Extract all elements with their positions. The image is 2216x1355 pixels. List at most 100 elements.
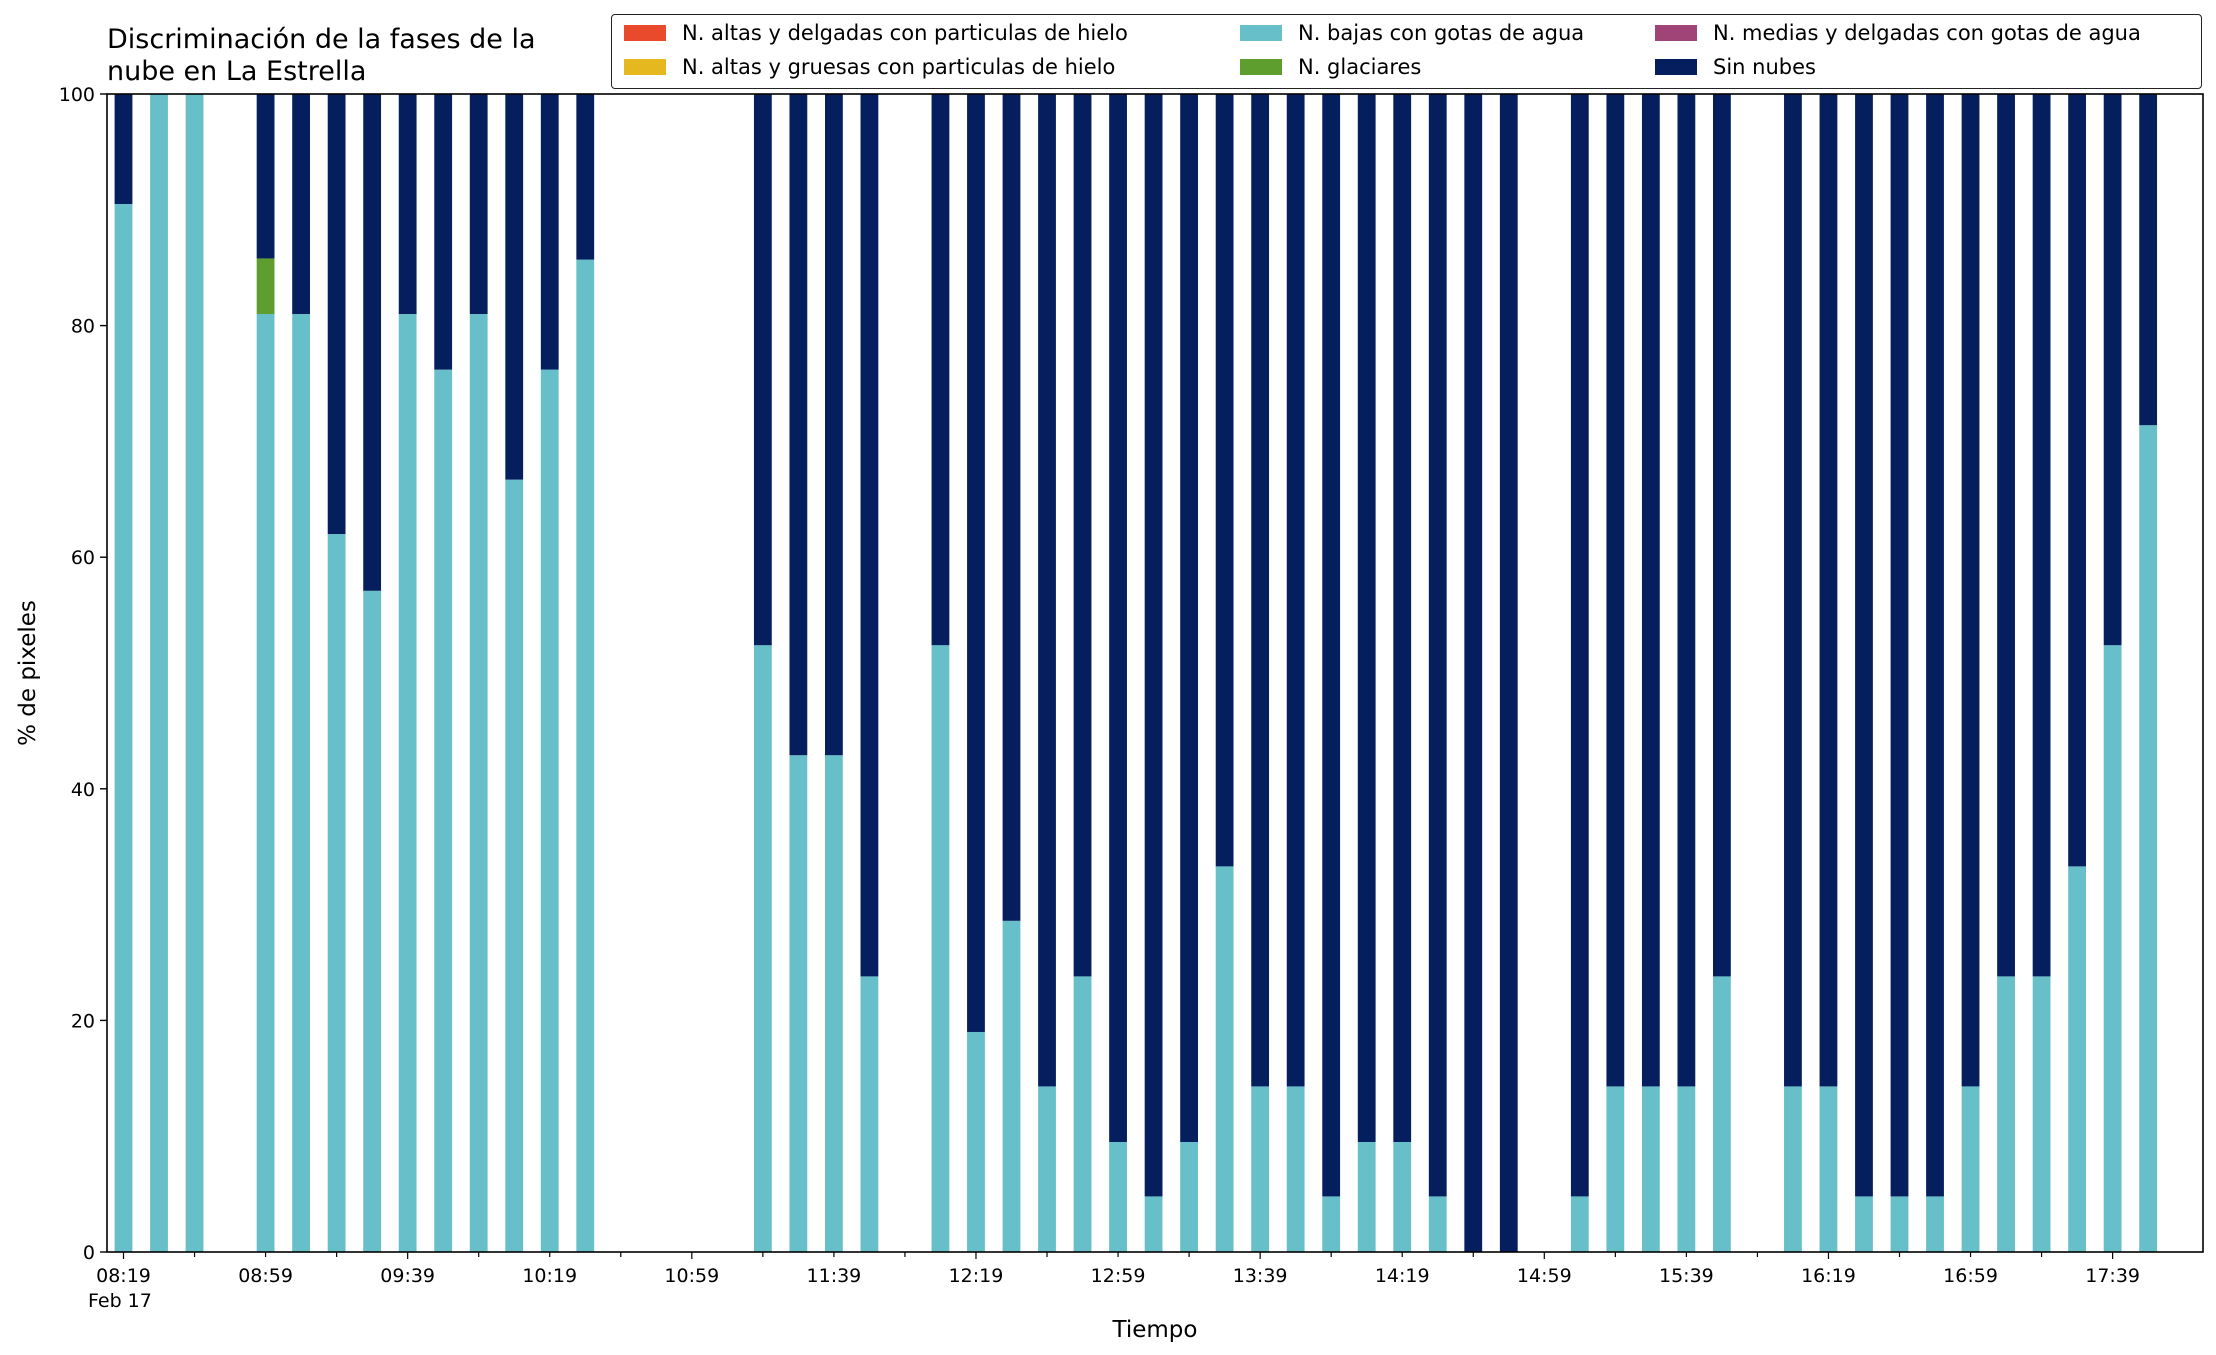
bar-segment (1606, 1086, 1625, 1252)
bar-segment (2032, 94, 2051, 977)
legend-label: N. altas y delgadas con particulas de hi… (682, 21, 1128, 45)
bar-segment (398, 314, 417, 1252)
legend-label: N. medias y delgadas con gotas de agua (1713, 21, 2141, 45)
y-tick-label: 40 (71, 779, 95, 801)
bar-segment (292, 94, 310, 315)
bar-segment (1002, 920, 1021, 1252)
bar-segment (114, 94, 133, 205)
legend-item: N. medias y delgadas con gotas de agua (1655, 21, 2141, 45)
bar-segment (1464, 94, 1483, 1252)
x-tick-label: 14:19 (1375, 1265, 1430, 1287)
y-axis-label: % de pixeles (15, 600, 41, 746)
bar-segment (967, 1031, 985, 1252)
bar-segment (469, 94, 488, 315)
x-tick-label: 13:39 (1233, 1265, 1288, 1287)
x-axis-label: Tiempo (1112, 1317, 1198, 1343)
bar-segment (1499, 94, 1518, 1252)
bar-segment (1784, 1086, 1802, 1252)
bar-segment (1713, 94, 1731, 977)
bar-segment (1109, 1141, 1127, 1252)
x-axis: 08:19 08:59 09:39 10:19 10:59 11:39 12:19 12:59… (96, 1252, 2140, 1287)
bar-segment (434, 94, 453, 370)
y-tick-label: 0 (83, 1242, 95, 1264)
legend-swatch (624, 59, 666, 75)
bar-segment (327, 94, 346, 535)
bar-segment (753, 94, 772, 646)
bar-segment (398, 94, 417, 315)
bar-segment (1357, 1141, 1376, 1252)
bar-segment (1215, 866, 1234, 1252)
x-tick-label: 16:19 (1801, 1265, 1856, 1287)
bar-segment (256, 94, 275, 259)
legend-item: Sin nubes (1655, 55, 1816, 79)
x-tick-label: 10:19 (522, 1265, 577, 1287)
bar-segment (1641, 1086, 1660, 1252)
bar-segment (1997, 94, 2015, 977)
bar-segment (1677, 1086, 1696, 1252)
bar-segment (1357, 94, 1376, 1142)
legend-swatch (1655, 25, 1697, 41)
chart-title-line-1: Discriminación de la fases de la (107, 24, 536, 55)
legend-label: N. bajas con gotas de agua (1298, 21, 1585, 45)
x-tick-label: 08:19 (96, 1265, 151, 1287)
chart-title-line-2: nube en La Estrella (107, 56, 367, 87)
bar-segment (1038, 94, 1056, 1087)
bar-segment (1073, 976, 1092, 1252)
x-tick-label: 08:59 (238, 1265, 293, 1287)
bar-segment (1322, 94, 1341, 1197)
bar-segment (789, 94, 808, 756)
bar-segment (2103, 645, 2122, 1252)
bar-segment (2068, 94, 2086, 867)
bar-segment (1002, 94, 1021, 921)
bar-segment (363, 94, 382, 591)
x-tick-label: 11:39 (807, 1265, 862, 1287)
y-tick-label: 60 (71, 547, 95, 569)
y-tick-label: 100 (59, 84, 95, 106)
bar-segment (505, 94, 524, 480)
bar-segment (1677, 94, 1696, 1087)
bar-segment (1393, 94, 1412, 1142)
bar-segment (1961, 94, 1980, 1087)
bar-segment (114, 204, 133, 1252)
bar-segment (1038, 1086, 1056, 1252)
bar-segment (1286, 1086, 1305, 1252)
bar-segment (1570, 94, 1589, 1197)
y-tick-label: 80 (71, 316, 95, 338)
bar-segment (185, 94, 204, 1252)
bar-segment (469, 314, 488, 1252)
bar-segment (1890, 94, 1909, 1197)
bar-segment (292, 314, 310, 1252)
legend-swatch (624, 25, 666, 41)
bar-segment (1251, 94, 1270, 1087)
bar-segment (753, 645, 772, 1252)
bar-segment (2032, 976, 2051, 1252)
bar-segment (825, 755, 843, 1252)
bar-segment (1180, 1141, 1198, 1252)
x-tick-label: 16:59 (1943, 1265, 1998, 1287)
x-tick-label: 12:59 (1091, 1265, 1146, 1287)
bar-segment (1286, 94, 1305, 1087)
x-tick-label: 10:59 (664, 1265, 719, 1287)
bar-segment (434, 369, 453, 1253)
bar-segment (1570, 1196, 1589, 1252)
bar-segment (1251, 1086, 1270, 1252)
legend-item: N. altas y gruesas con particulas de hie… (624, 55, 1115, 79)
bar-segment (540, 369, 559, 1253)
bar-segment (931, 645, 950, 1252)
bar-segment (576, 94, 595, 260)
bar-segment (860, 94, 879, 977)
bar-segment (1855, 1196, 1873, 1252)
legend-label: Sin nubes (1713, 55, 1816, 79)
bar-segment (1784, 94, 1802, 1087)
bar-segment (1144, 94, 1163, 1197)
legend-swatch (1655, 59, 1697, 75)
bar-segment (789, 755, 808, 1252)
bar-layer (114, 94, 2158, 1253)
legend-label: N. altas y gruesas con particulas de hie… (682, 55, 1116, 79)
bar-segment (1855, 94, 1873, 1197)
bar-segment (860, 976, 879, 1252)
bar-segment (327, 534, 346, 1252)
bar-segment (1393, 1141, 1412, 1252)
bar-segment (505, 479, 524, 1252)
